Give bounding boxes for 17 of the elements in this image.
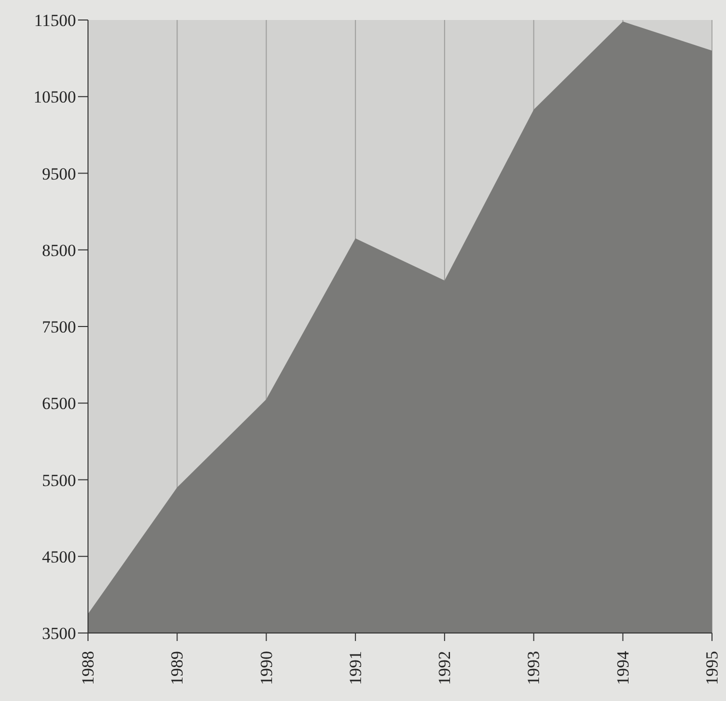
y-tick-label: 11500 [34,11,76,30]
x-tick-label: 1991 [346,651,365,685]
x-tick-label: 1988 [78,651,98,685]
y-tick-label: 3500 [42,624,76,644]
x-tick-label: 1990 [256,651,276,685]
x-tick-label: 1993 [524,651,544,685]
x-tick-label: 1995 [702,651,722,685]
y-tick-label: 10500 [34,88,76,107]
y-tick-label: 8500 [42,240,76,260]
y-tick-label: 5500 [42,470,76,490]
x-tick-label: 1989 [168,651,187,685]
y-tick-label: 6500 [42,394,76,414]
y-tick-label: 4500 [42,547,76,566]
y-tick-label: 7500 [42,318,76,337]
x-tick-label: 1992 [435,651,454,685]
y-tick-label: 9500 [42,164,76,184]
x-tick-label: 1994 [613,650,632,685]
